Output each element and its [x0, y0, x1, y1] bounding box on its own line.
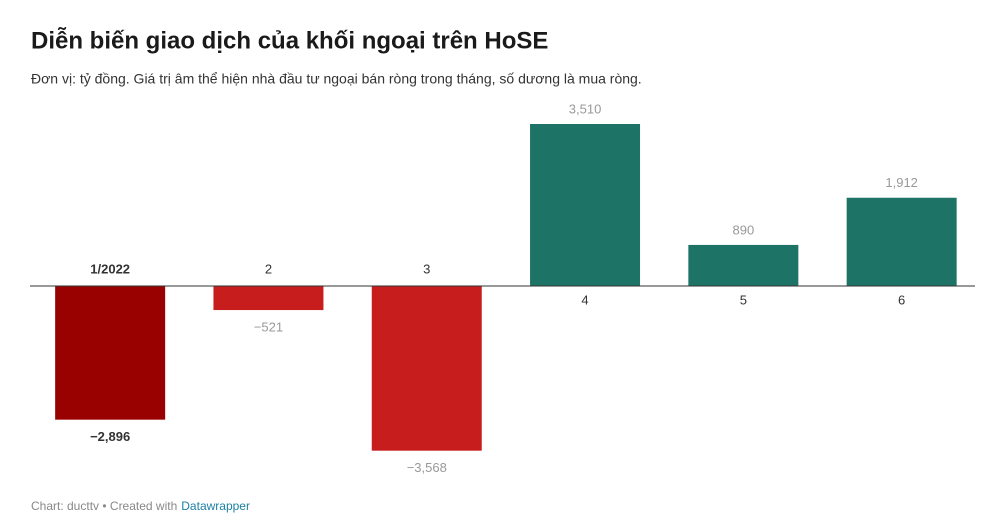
- value-label: 890: [732, 222, 754, 237]
- x-tick-label: 4: [581, 292, 588, 307]
- bar: [688, 244, 799, 286]
- credit-link[interactable]: Datawrapper: [181, 499, 250, 513]
- bar: [846, 197, 957, 286]
- value-label: 3,510: [569, 101, 602, 116]
- x-tick-label: 5: [740, 292, 747, 307]
- bar: [371, 286, 482, 451]
- x-tick-label: 2: [265, 261, 272, 276]
- value-label: −2,896: [90, 429, 130, 444]
- source: Chart: ducttv • Created with: [31, 499, 177, 513]
- x-tick-label: 6: [898, 292, 905, 307]
- bar: [213, 286, 324, 311]
- chart-title: Diễn biến giao dịch của khối ngoại trên …: [31, 26, 548, 54]
- chart-subtitle: Đơn vị: tỷ đồng. Giá trị âm thể hiện nhà…: [31, 71, 642, 87]
- value-label: −3,568: [407, 460, 447, 475]
- footer: Chart: ducttv • Created with Datawrapper: [31, 499, 250, 513]
- value-label: 1,912: [885, 175, 918, 190]
- x-tick-label: 1/2022: [90, 261, 130, 276]
- value-label: −521: [254, 319, 283, 334]
- x-tick-label: 3: [423, 261, 430, 276]
- bar: [530, 124, 641, 286]
- bar: [55, 286, 166, 420]
